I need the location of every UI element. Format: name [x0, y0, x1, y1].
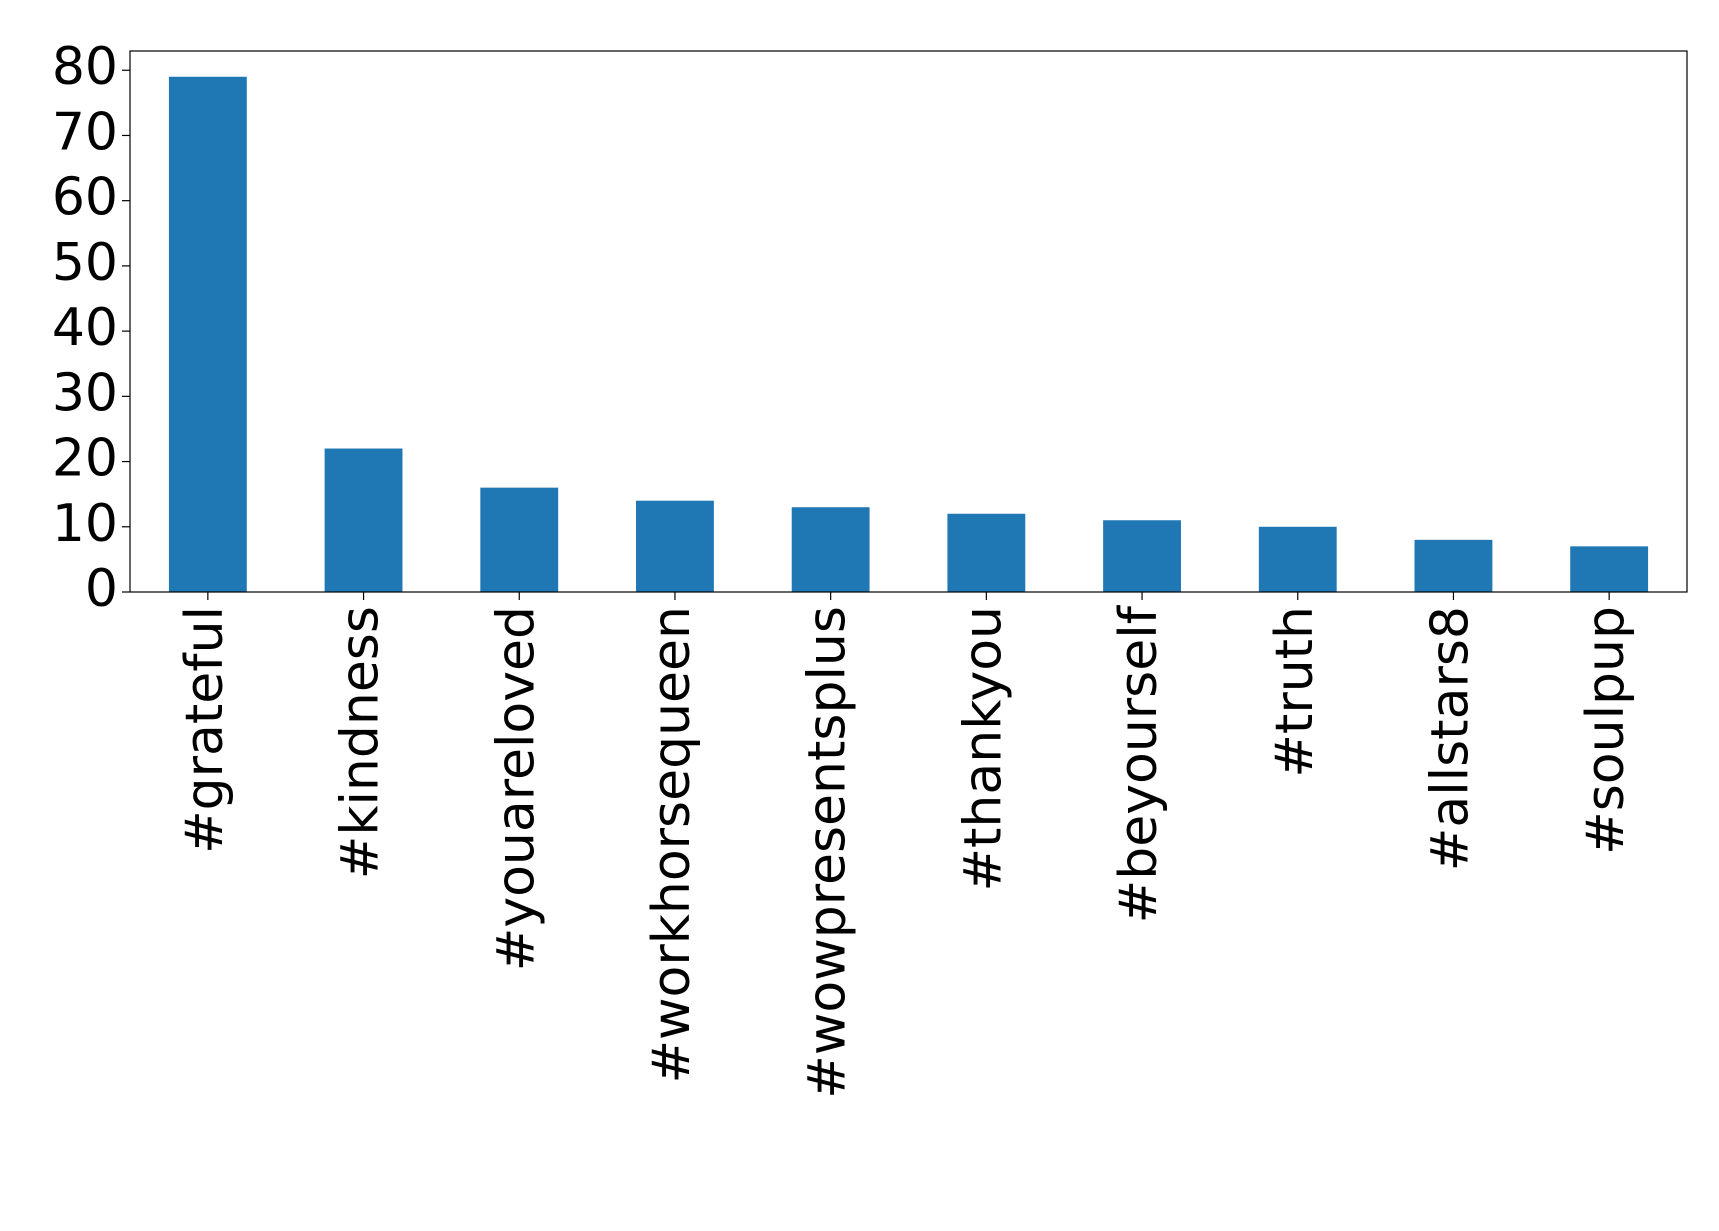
x-tick-label: #beyourself — [1109, 604, 1169, 923]
y-tick-label: 70 — [52, 102, 118, 162]
x-tick-label: #truth — [1265, 606, 1325, 778]
y-tick-label: 40 — [52, 298, 118, 358]
x-tick-label: #youareloved — [486, 606, 546, 971]
y-tick-label: 0 — [85, 559, 118, 619]
bar — [480, 487, 559, 592]
bar — [791, 507, 870, 592]
y-tick-label: 80 — [52, 37, 118, 97]
x-tick-label: #workhorsequeen — [642, 606, 702, 1084]
x-tick-label: #grateful — [175, 606, 235, 854]
bar — [947, 513, 1026, 592]
bar — [1570, 546, 1649, 592]
x-tick-label: #allstars8 — [1420, 606, 1480, 871]
bar — [1414, 539, 1493, 592]
x-tick-label: #wowpresentsplus — [798, 606, 858, 1099]
bar — [1258, 526, 1337, 592]
bar — [324, 448, 403, 592]
x-tick-label: #soulpup — [1576, 606, 1636, 855]
x-tick-label: #kindness — [331, 606, 391, 879]
bar — [636, 500, 714, 592]
bar — [168, 76, 247, 592]
y-tick-label: 20 — [52, 429, 118, 489]
y-tick-label: 10 — [52, 494, 118, 554]
y-tick-label: 60 — [52, 168, 118, 228]
y-tick-label: 30 — [52, 363, 118, 423]
plot-frame — [129, 50, 1688, 593]
bar — [1103, 520, 1181, 592]
x-tick-label: #thankyou — [953, 606, 1013, 892]
y-tick-label: 50 — [52, 233, 118, 293]
